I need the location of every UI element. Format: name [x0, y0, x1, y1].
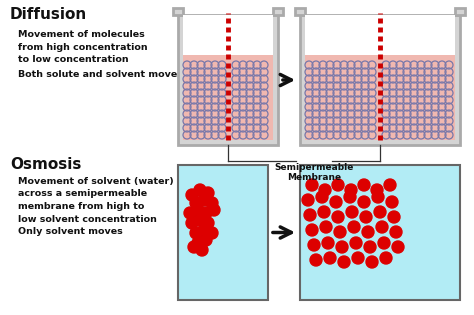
FancyBboxPatch shape	[173, 8, 183, 15]
Circle shape	[350, 237, 362, 249]
Circle shape	[206, 227, 218, 239]
Circle shape	[186, 189, 198, 201]
Circle shape	[384, 179, 396, 191]
Circle shape	[198, 194, 210, 206]
Circle shape	[376, 221, 388, 233]
Circle shape	[190, 197, 202, 209]
Circle shape	[196, 244, 208, 256]
Circle shape	[310, 254, 322, 266]
Circle shape	[338, 256, 350, 268]
Circle shape	[388, 211, 400, 223]
Circle shape	[360, 211, 372, 223]
Circle shape	[346, 206, 358, 218]
FancyBboxPatch shape	[273, 8, 283, 15]
Circle shape	[348, 221, 360, 233]
Circle shape	[378, 237, 390, 249]
Circle shape	[332, 179, 344, 191]
FancyBboxPatch shape	[295, 8, 305, 15]
Circle shape	[192, 237, 204, 249]
Circle shape	[306, 179, 318, 191]
Circle shape	[362, 226, 374, 238]
Text: Only solvent moves: Only solvent moves	[18, 227, 123, 236]
Circle shape	[194, 214, 206, 226]
Circle shape	[358, 179, 370, 191]
Circle shape	[198, 224, 210, 236]
Circle shape	[334, 226, 346, 238]
Circle shape	[316, 191, 328, 203]
Circle shape	[188, 241, 200, 253]
FancyBboxPatch shape	[183, 55, 273, 140]
Circle shape	[366, 256, 378, 268]
Circle shape	[324, 252, 336, 264]
Text: Osmosis: Osmosis	[10, 157, 82, 172]
Circle shape	[352, 252, 364, 264]
Circle shape	[330, 196, 342, 208]
Text: Movement of molecules
from high concentration
to low concentration: Movement of molecules from high concentr…	[18, 30, 147, 64]
Circle shape	[336, 241, 348, 253]
Circle shape	[344, 191, 356, 203]
FancyBboxPatch shape	[300, 165, 460, 300]
Circle shape	[372, 191, 384, 203]
Circle shape	[194, 184, 206, 196]
Circle shape	[304, 209, 316, 221]
Circle shape	[186, 217, 198, 229]
Circle shape	[190, 227, 202, 239]
Text: Movement of solvent (water)
across a semipermeable
membrane from high to
low sol: Movement of solvent (water) across a sem…	[18, 177, 174, 224]
Text: Semipermeable
Membrane: Semipermeable Membrane	[274, 163, 354, 182]
Circle shape	[200, 207, 212, 219]
Circle shape	[184, 207, 196, 219]
Circle shape	[192, 204, 204, 216]
FancyBboxPatch shape	[178, 165, 268, 300]
Circle shape	[322, 237, 334, 249]
FancyBboxPatch shape	[455, 8, 465, 15]
Circle shape	[392, 241, 404, 253]
Circle shape	[306, 224, 318, 236]
Circle shape	[318, 206, 330, 218]
Circle shape	[208, 204, 220, 216]
Text: Both solute and solvent move: Both solute and solvent move	[18, 70, 177, 79]
Circle shape	[332, 211, 344, 223]
Circle shape	[308, 239, 320, 251]
Circle shape	[345, 184, 357, 196]
FancyBboxPatch shape	[305, 55, 455, 140]
Circle shape	[371, 184, 383, 196]
Circle shape	[200, 234, 212, 246]
Circle shape	[302, 194, 314, 206]
Circle shape	[202, 187, 214, 199]
FancyBboxPatch shape	[300, 15, 460, 145]
Text: Diffusion: Diffusion	[10, 7, 87, 22]
Circle shape	[320, 221, 332, 233]
Circle shape	[364, 241, 376, 253]
FancyBboxPatch shape	[178, 15, 278, 145]
Circle shape	[374, 206, 386, 218]
Circle shape	[390, 226, 402, 238]
Circle shape	[380, 252, 392, 264]
Circle shape	[206, 197, 218, 209]
FancyBboxPatch shape	[305, 15, 455, 140]
Circle shape	[386, 196, 398, 208]
Circle shape	[358, 196, 370, 208]
Circle shape	[319, 184, 331, 196]
FancyBboxPatch shape	[183, 15, 273, 140]
Circle shape	[202, 217, 214, 229]
